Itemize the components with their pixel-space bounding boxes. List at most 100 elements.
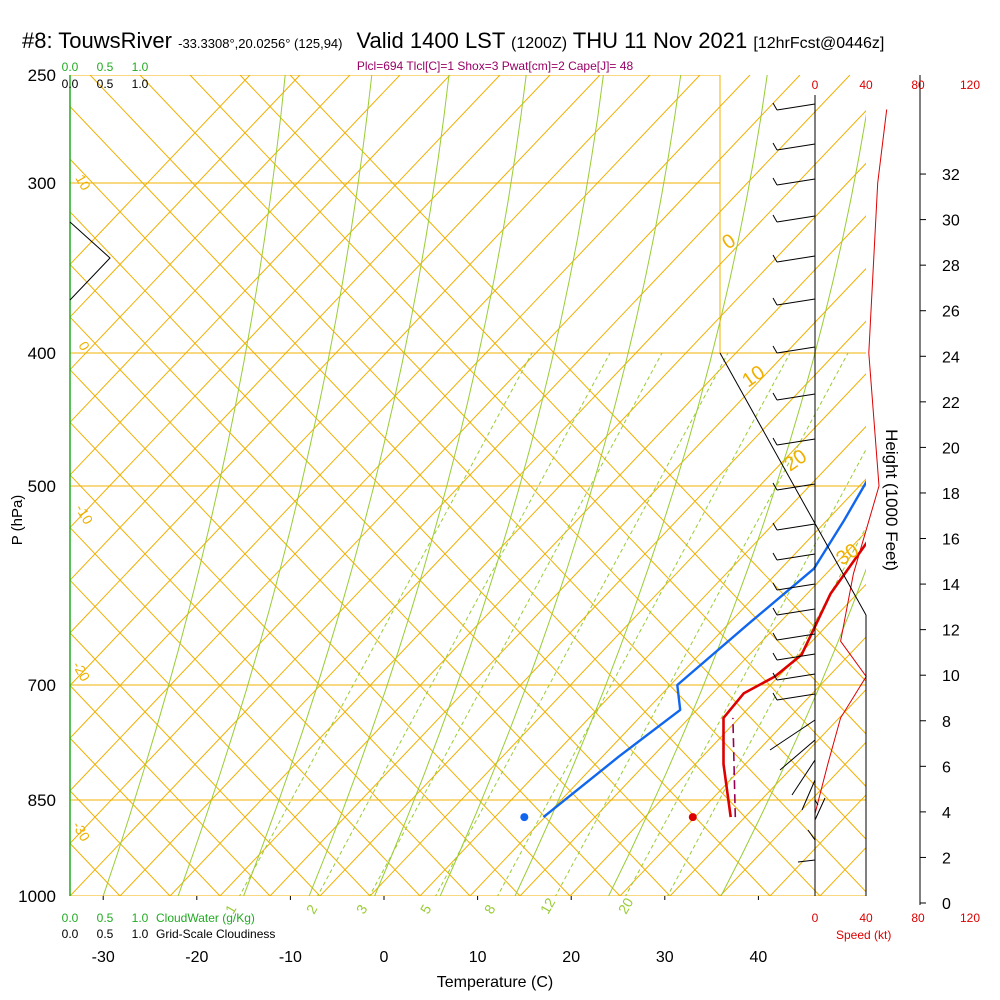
mixing-ratio-label: 3 <box>353 902 371 917</box>
cloud-water-scale-top: 0.0 <box>62 60 79 74</box>
dry-adiabat-label: 10 <box>72 172 94 194</box>
wind-barb <box>776 483 816 491</box>
dry-adiabat <box>319 320 866 896</box>
pressure-tick-label: 850 <box>28 791 56 810</box>
dry-adiabat-label: 30 <box>832 539 863 570</box>
surface-temperature-dot <box>688 813 697 822</box>
surface-dewpoint-dot <box>520 813 529 822</box>
wind-barb <box>776 583 816 591</box>
dry-adiabat <box>669 688 866 896</box>
dry-adiabat <box>119 110 866 896</box>
valid-zulu: (1200Z) <box>511 35 568 52</box>
cloudiness-scale-top: 1.0 <box>132 77 149 91</box>
speed-tick-label-bottom: 80 <box>911 911 925 925</box>
moist-adiabat <box>608 113 866 896</box>
stability-indices: Plcl=694 Tlcl[C]=1 Shox=3 Pwat[cm]=2 Cap… <box>357 59 634 73</box>
wind-barb-flag <box>772 522 778 531</box>
height-tick-label: 12 <box>942 623 960 640</box>
x-tick-label: 30 <box>656 949 674 966</box>
wind-barb <box>776 633 816 641</box>
pressure-tick-label: 400 <box>28 344 56 363</box>
y-axis-title: P (hPa) <box>9 495 26 546</box>
height-tick-label: 22 <box>942 395 960 412</box>
wind-barb <box>779 739 816 771</box>
pressure-tick-label: 500 <box>28 477 56 496</box>
mixing-ratio-label: 20 <box>615 895 637 917</box>
cloudiness-scale-top: 0.5 <box>97 77 114 91</box>
dry-adiabat <box>70 75 751 792</box>
wind-barb-flag <box>772 672 778 681</box>
x-tick-label: 10 <box>469 949 487 966</box>
cloudiness-scale-bottom: 0.0 <box>62 927 79 941</box>
cloud-water-scale-bottom: 0.0 <box>62 911 79 925</box>
mixing-ratio-label: 12 <box>537 895 559 917</box>
series-dewpoint-line <box>542 480 866 819</box>
mixing-ratio-line <box>624 448 866 896</box>
moist-adiabat <box>439 75 682 896</box>
mixing-ratio-label: 5 <box>417 902 435 917</box>
wind-barb <box>776 103 816 111</box>
wind-barb <box>776 215 816 223</box>
dry-adiabat <box>70 158 771 896</box>
wind-barb <box>776 653 816 661</box>
pressure-tick-label: 250 <box>28 66 56 85</box>
dry-adiabat <box>70 368 571 896</box>
x-tick-label: -30 <box>92 949 115 966</box>
dry-adiabat-label: -10 <box>72 502 96 528</box>
station-coords: -33.3308°,20.0256° (125,94) <box>178 36 343 51</box>
forecast-label: [12hrFcst@0446z] <box>753 35 885 52</box>
cloudiness-profile <box>69 221 111 301</box>
cloud-water-scale-top: 0.5 <box>97 60 114 74</box>
cloudiness-scale-bottom: 0.5 <box>97 927 114 941</box>
mixing-ratio-line <box>496 352 791 896</box>
x-tick-label: -10 <box>279 949 302 966</box>
speed-axis-title: Speed (kt) <box>836 928 891 942</box>
dry-adiabat-label: 0 <box>718 230 740 254</box>
dry-adiabat-label: 0 <box>75 339 93 354</box>
dry-adiabat <box>70 579 371 896</box>
mixing-ratio-label: 8 <box>481 902 499 917</box>
wind-barb <box>801 779 816 811</box>
valid-time: Valid 1400 LST <box>356 28 505 53</box>
dry-adiabat <box>619 636 866 896</box>
dry-adiabat <box>0 75 20 896</box>
mixing-ratio-label: 2 <box>303 902 321 917</box>
dry-adiabat <box>89 75 866 893</box>
dry-adiabat <box>70 75 701 739</box>
dry-adiabat <box>70 526 421 896</box>
wind-barb-flag <box>772 632 778 641</box>
wind-barb <box>776 673 816 681</box>
cloud-water-label: CloudWater (g/Kg) <box>156 911 255 925</box>
dry-adiabat <box>719 741 866 896</box>
cloudiness-scale-top: 0.0 <box>62 77 79 91</box>
moist-adiabat <box>720 568 866 896</box>
dry-adiabat <box>469 478 866 896</box>
height-tick-label: 4 <box>942 805 951 822</box>
dry-adiabat <box>920 75 1000 896</box>
dry-adiabat <box>70 75 651 687</box>
wind-barb-flag <box>772 582 778 591</box>
moist-adiabat <box>514 75 768 896</box>
wind-barb-flag <box>772 482 778 491</box>
dry-adiabat <box>70 263 671 896</box>
moist-adiabat <box>102 75 286 896</box>
wind-barb-flag <box>772 102 778 111</box>
moist-adiabat <box>177 75 373 896</box>
cloud-water-scale-bottom: 0.5 <box>97 911 114 925</box>
speed-tick-label-top: 0 <box>812 78 819 92</box>
wind-barb-flag <box>772 297 778 306</box>
height-tick-label: 0 <box>942 896 951 913</box>
dry-adiabat-label: -20 <box>69 659 93 685</box>
wind-barb <box>776 553 816 561</box>
height-tick-label: 2 <box>942 850 951 867</box>
height-tick-label: 28 <box>942 258 960 275</box>
dry-adiabat <box>219 215 866 896</box>
height-tick-label: 14 <box>942 577 960 594</box>
height-tick-label: 32 <box>942 167 960 184</box>
moist-adiabat <box>308 75 527 896</box>
x-axis-title: Temperature (C) <box>437 974 553 991</box>
wind-barb <box>776 178 816 186</box>
wind-barb <box>776 298 816 306</box>
mixing-ratio-line <box>666 526 866 896</box>
